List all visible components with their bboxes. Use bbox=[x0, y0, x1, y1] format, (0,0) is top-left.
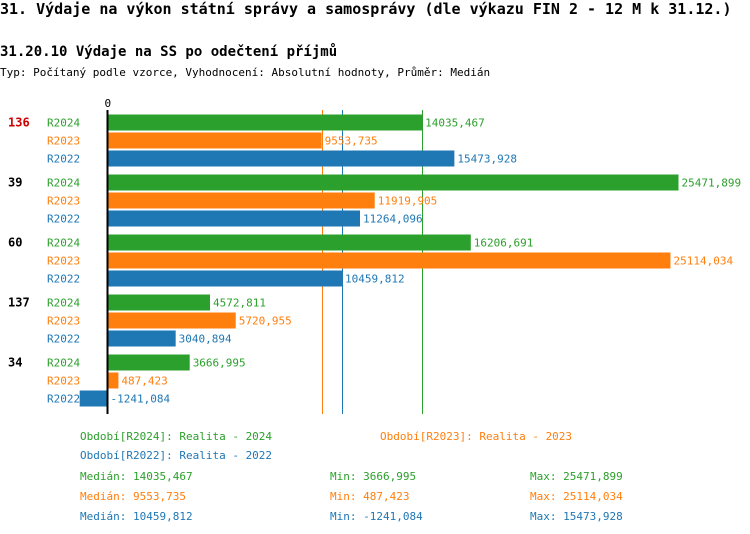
legend-r2022: Období[R2022]: Realita - 2022 bbox=[80, 449, 273, 462]
series-label: R2024 bbox=[47, 237, 80, 250]
bar-r2022 bbox=[107, 330, 176, 347]
bar-r2024 bbox=[107, 234, 471, 251]
page-title: 31. Výdaje na výkon státní správy a samo… bbox=[0, 0, 732, 18]
stat-max-r2023: Max: 25114,034 bbox=[530, 490, 623, 503]
bar-r2024 bbox=[107, 294, 211, 311]
data-label: 16206,691 bbox=[474, 237, 534, 250]
bar-r2024 bbox=[107, 114, 423, 131]
bar-r2023 bbox=[107, 312, 236, 329]
stat-median-r2023: Medián: 9553,735 bbox=[80, 490, 186, 503]
series-label: R2022 bbox=[47, 393, 80, 406]
bar-r2024 bbox=[107, 354, 190, 371]
data-label: 3040,894 bbox=[179, 333, 232, 346]
series-label: R2022 bbox=[47, 333, 80, 346]
bar-r2023 bbox=[107, 372, 119, 389]
group-label: 136 bbox=[8, 116, 30, 130]
data-label: 10459,812 bbox=[345, 273, 405, 286]
data-label: 25471,899 bbox=[682, 177, 742, 190]
stat-max-r2022: Max: 15473,928 bbox=[530, 510, 623, 523]
data-label: 25114,034 bbox=[673, 255, 733, 268]
stat-min-r2023: Min: 487,423 bbox=[330, 490, 410, 503]
group-label: 34 bbox=[8, 356, 22, 370]
bar-r2023 bbox=[107, 192, 375, 209]
data-label: 487,423 bbox=[121, 375, 167, 388]
series-label: R2023 bbox=[47, 255, 80, 268]
group-label: 39 bbox=[8, 176, 22, 190]
bar-r2024 bbox=[107, 174, 679, 191]
bar-r2023 bbox=[107, 252, 671, 269]
axis-zero-tick: 0 bbox=[105, 97, 112, 110]
group-label: 137 bbox=[8, 296, 30, 310]
stat-min-r2024: Min: 3666,995 bbox=[330, 470, 417, 483]
data-label: 3666,995 bbox=[193, 357, 246, 370]
bar-r2022 bbox=[79, 390, 108, 407]
series-label: R2023 bbox=[47, 375, 80, 388]
data-label: 14035,467 bbox=[425, 117, 485, 130]
series-label: R2023 bbox=[47, 315, 80, 328]
series-label: R2023 bbox=[47, 135, 80, 148]
data-label: -1241,084 bbox=[111, 393, 171, 406]
data-label: 4572,811 bbox=[213, 297, 266, 310]
bar-r2023 bbox=[107, 132, 322, 149]
series-label: R2024 bbox=[47, 117, 80, 130]
data-label: 9553,735 bbox=[325, 135, 378, 148]
series-label: R2022 bbox=[47, 213, 80, 226]
data-label: 11264,096 bbox=[363, 213, 423, 226]
series-label: R2022 bbox=[47, 273, 80, 286]
series-label: R2024 bbox=[47, 357, 80, 370]
series-label: R2024 bbox=[47, 297, 80, 310]
bar-r2022 bbox=[107, 150, 455, 167]
chart-description: Typ: Počítaný podle vzorce, Vyhodnocení:… bbox=[0, 66, 491, 79]
legend-r2024: Období[R2024]: Realita - 2024 bbox=[80, 430, 273, 443]
chart-subtitle: 31.20.10 Výdaje na SS po odečtení příjmů bbox=[0, 44, 338, 60]
stat-median-r2024: Medián: 14035,467 bbox=[80, 470, 193, 483]
bar-r2022 bbox=[107, 210, 361, 227]
series-label: R2022 bbox=[47, 153, 80, 166]
stat-median-r2022: Medián: 10459,812 bbox=[80, 510, 193, 523]
series-label: R2023 bbox=[47, 195, 80, 208]
data-label: 5720,955 bbox=[239, 315, 292, 328]
legend-r2023: Období[R2023]: Realita - 2023 bbox=[380, 430, 573, 443]
series-label: R2024 bbox=[47, 177, 80, 190]
group-label: 60 bbox=[8, 236, 22, 250]
data-label: 11919,905 bbox=[378, 195, 438, 208]
stat-max-r2024: Max: 25471,899 bbox=[530, 470, 623, 483]
data-label: 15473,928 bbox=[457, 153, 517, 166]
bar-r2022 bbox=[107, 270, 342, 287]
stat-min-r2022: Min: -1241,084 bbox=[330, 510, 423, 523]
